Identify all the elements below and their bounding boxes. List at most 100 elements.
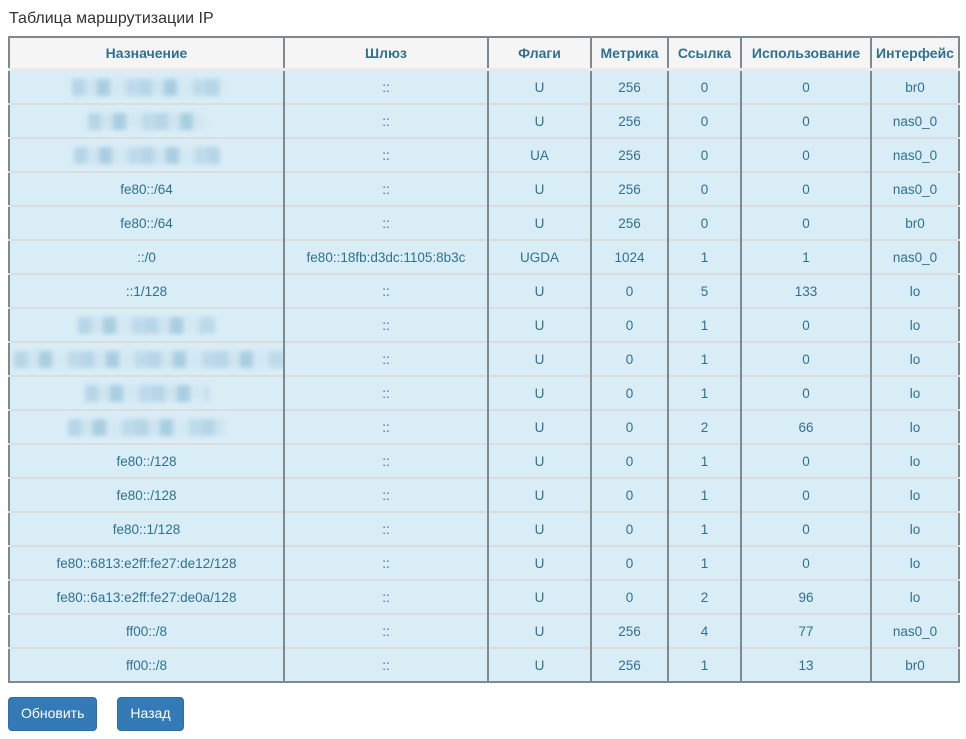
flags-cell: U [487,579,591,614]
table-row: fe80::/128:: U 0 1 0 lo [9,443,959,478]
table-row: ff00::/8:: U 256 1 13 br0 [9,647,959,682]
flags-cell: U [487,205,591,240]
flags-cell: U [487,511,591,546]
column-header-flags: Флаги [487,37,591,71]
table-row: :: U 256 0 0 br0 [9,69,959,104]
metric-cell: 0 [590,477,668,512]
page-title: Таблица маршрутизации IP [9,10,214,27]
column-header-dest: Назначение [9,37,284,71]
destination-cell: fe80::/128 [9,477,284,512]
flags-cell: U [487,69,591,104]
gateway-cell: :: [283,103,488,138]
ref-cell: 1 [667,375,741,410]
gateway-cell: :: [283,443,488,478]
destination-cell: fe80::1/128 [9,511,284,546]
interface-cell: nas0_0 [870,137,959,172]
flags-cell: U [487,477,591,512]
gateway-cell: :: [283,375,488,410]
gateway-cell: :: [283,477,488,512]
metric-cell: 256 [590,647,668,682]
interface-cell: lo [870,307,959,342]
flags-cell: U [487,409,591,444]
table-row: :: U 0 1 0 lo [9,341,959,376]
flags-cell: U [487,613,591,648]
interface-cell: br0 [870,69,959,104]
interface-cell: br0 [870,205,959,240]
destination-cell [9,137,284,172]
destination-cell [9,341,284,376]
ref-cell: 0 [667,205,741,240]
table-row: :: U 0 1 0 lo [9,307,959,342]
ref-cell: 0 [667,103,741,138]
ref-cell: 0 [667,171,741,206]
ref-cell: 1 [667,341,741,376]
interface-cell: nas0_0 [870,239,959,274]
table-row: fe80::1/128:: U 0 1 0 lo [9,511,959,546]
metric-cell: 0 [590,579,668,614]
metric-cell: 0 [590,409,668,444]
ref-cell: 1 [667,545,741,580]
use-cell: 0 [740,511,871,546]
ref-cell: 1 [667,477,741,512]
use-cell: 0 [740,205,871,240]
flags-cell: U [487,545,591,580]
redacted-destination [73,146,220,164]
destination-cell [9,409,284,444]
metric-cell: 0 [590,511,668,546]
metric-cell: 256 [590,171,668,206]
interface-cell: lo [870,511,959,546]
ref-cell: 2 [667,409,741,444]
gateway-cell: :: [283,273,488,308]
use-cell: 77 [740,613,871,648]
destination-cell: ::1/128 [9,273,284,308]
column-header-metric: Метрика [590,37,668,71]
use-cell: 96 [740,579,871,614]
ref-cell: 1 [667,239,741,274]
table-row: :: UA 256 0 0 nas0_0 [9,137,959,172]
metric-cell: 0 [590,273,668,308]
refresh-button[interactable]: Обновить [8,697,98,731]
interface-cell: lo [870,409,959,444]
metric-cell: 256 [590,103,668,138]
interface-cell: lo [870,545,959,580]
redacted-destination [84,384,209,402]
use-cell: 0 [740,69,871,104]
ref-cell: 2 [667,579,741,614]
use-cell: 0 [740,307,871,342]
flags-cell: U [487,273,591,308]
flags-cell: U [487,307,591,342]
use-cell: 133 [740,273,871,308]
redacted-destination [68,418,225,436]
routing-table-body: :: U 256 0 0 br0:: U 256 0 0 nas0_0:: UA 256 0 0 nas0_0… [9,69,959,682]
gateway-cell: :: [283,341,488,376]
interface-cell: lo [870,443,959,478]
ip-routing-table: Назначение Шлюз Флаги Метрика Ссылка Использо… [8,36,960,683]
use-cell: 0 [740,477,871,512]
redacted-destination [87,112,206,130]
gateway-cell: :: [283,205,488,240]
column-header-gateway: Шлюз [283,37,488,71]
metric-cell: 256 [590,69,668,104]
table-row: ff00::/8:: U 256 4 77 nas0_0 [9,613,959,648]
flags-cell: U [487,647,591,682]
table-row: fe80::6a13:e2ff:fe27:de0a/128:: U 0 2 96 lo [9,579,959,614]
use-cell: 0 [740,103,871,138]
flags-cell: U [487,341,591,376]
gateway-cell: :: [283,171,488,206]
redacted-destination [14,350,284,368]
metric-cell: 0 [590,545,668,580]
gateway-cell: :: [283,647,488,682]
back-button[interactable]: Назад [117,697,184,731]
flags-cell: U [487,443,591,478]
column-header-use: Использование [740,37,871,71]
column-header-ref: Ссылка [667,37,741,71]
use-cell: 0 [740,171,871,206]
table-header-row: Назначение Шлюз Флаги Метрика Ссылка Использо… [9,37,959,71]
ref-cell: 4 [667,613,741,648]
gateway-cell: :: [283,307,488,342]
destination-cell: fe80::6813:e2ff:fe27:de12/128 [9,545,284,580]
use-cell: 0 [740,375,871,410]
interface-cell: nas0_0 [870,103,959,138]
table-row: ::1/128:: U 0 5 133 lo [9,273,959,308]
use-cell: 1 [740,239,871,274]
